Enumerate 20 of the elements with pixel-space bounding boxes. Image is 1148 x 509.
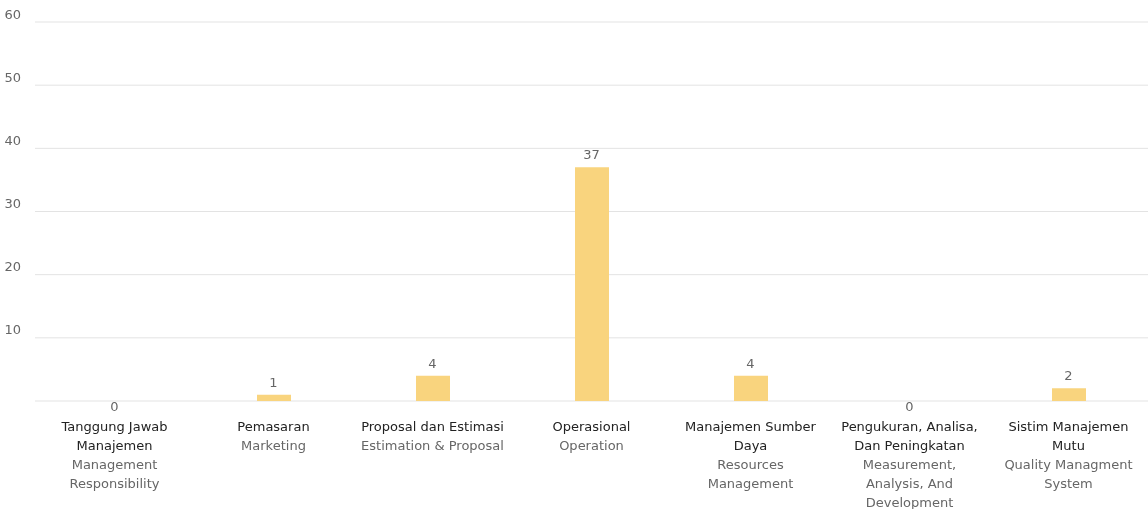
y-tick-label: 50 xyxy=(4,69,21,85)
data-label: 1 xyxy=(269,374,278,390)
y-tick-label: 40 xyxy=(4,132,21,148)
x-tick-label: Proposal dan Estimasi Estimation & Proposal xyxy=(361,419,504,453)
y-tick-label: 20 xyxy=(4,259,21,275)
data-label: 0 xyxy=(110,399,119,415)
data-label: 4 xyxy=(428,355,437,371)
data-label: 4 xyxy=(746,355,755,371)
data-label: 0 xyxy=(905,399,914,415)
x-tick-label: Pemasaran Marketing xyxy=(237,419,310,453)
y-tick-label: 10 xyxy=(4,322,21,338)
y-tick-label: 30 xyxy=(4,196,21,212)
x-tick-label: Manajemen Sumber Daya Resources Management xyxy=(685,419,817,491)
data-label: 37 xyxy=(583,147,600,163)
x-tick-label: Tanggung Jawab Manajemen Management Responsibility xyxy=(60,419,168,491)
x-tick-label: Operasional Operation xyxy=(552,419,631,453)
x-tick-label: Sistim Manajemen Mutu Quality Managment System xyxy=(1004,419,1133,491)
y-tick-label: 60 xyxy=(4,6,21,22)
x-tick-label: Pengukuran, Analisa, Dan Peningkatan Measurement, Analysis, And Development xyxy=(841,419,978,509)
data-label: 2 xyxy=(1064,368,1073,384)
